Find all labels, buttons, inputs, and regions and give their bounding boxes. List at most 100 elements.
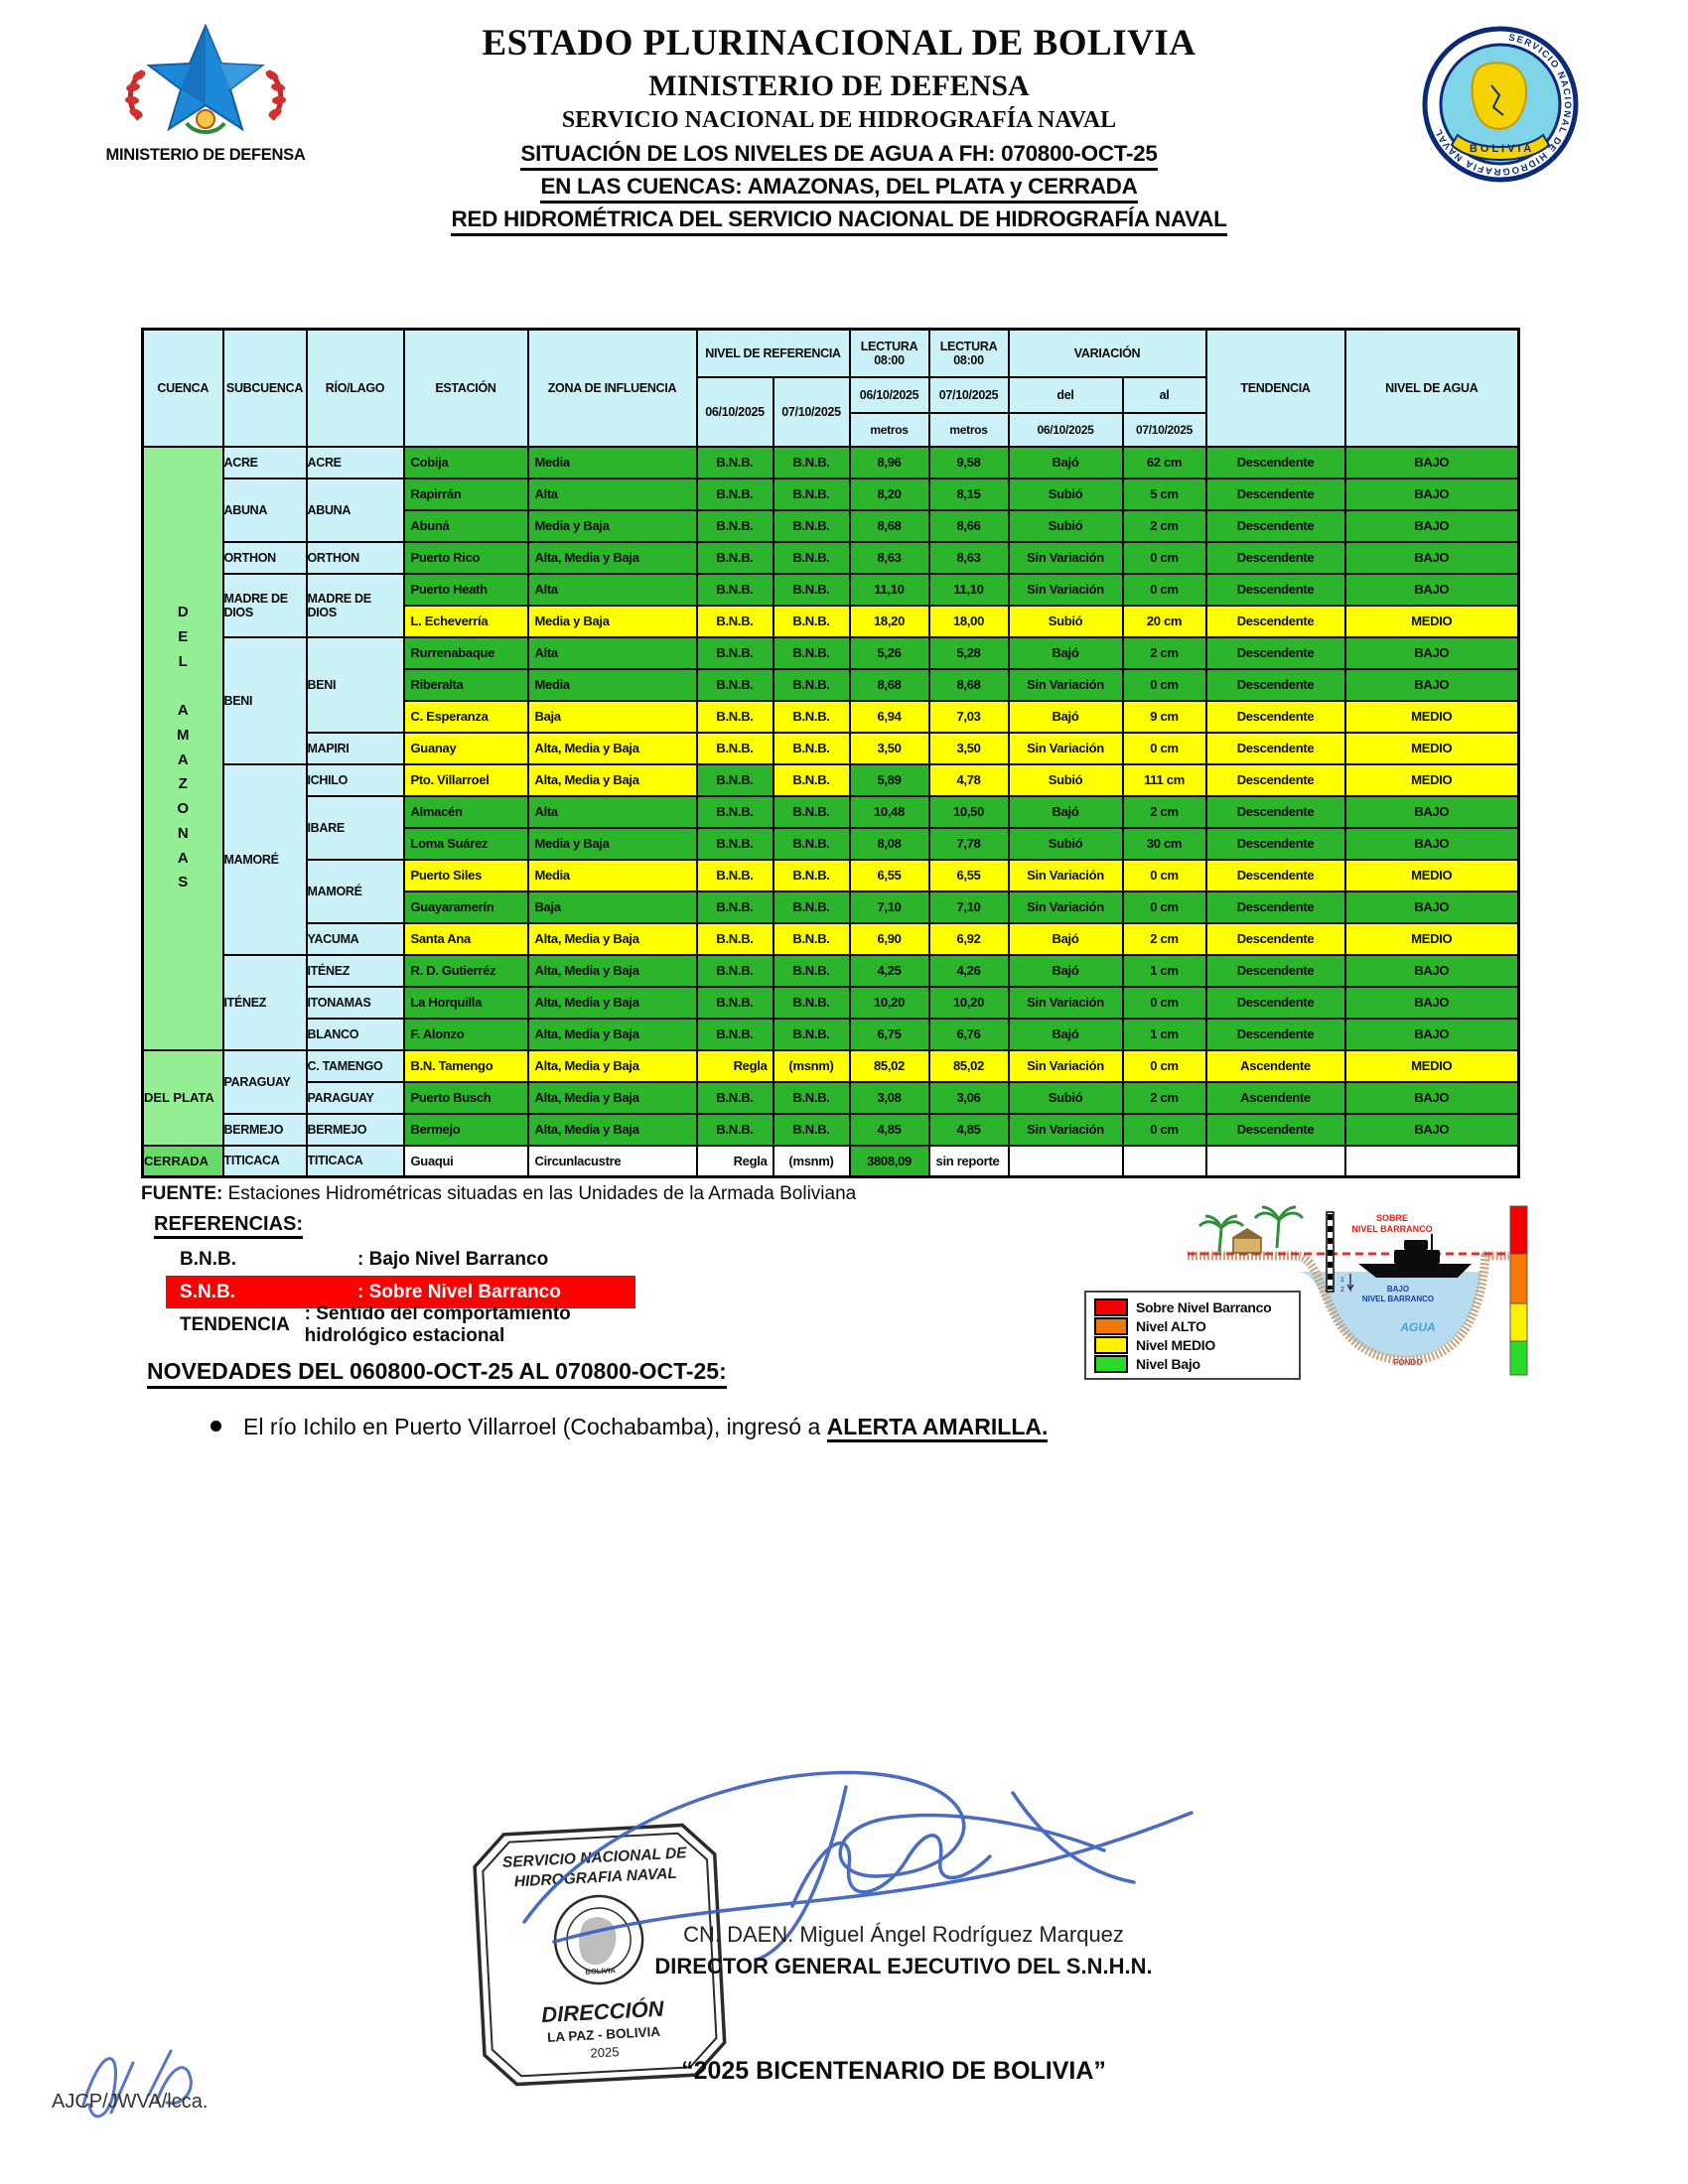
rio-cell: BERMEJO bbox=[305, 1112, 405, 1147]
table-cell: Regla bbox=[695, 1144, 774, 1178]
table-cell: 2 cm bbox=[1121, 1080, 1207, 1115]
table-cell: 6,55 bbox=[927, 858, 1010, 892]
table-cell: Alta bbox=[526, 635, 698, 670]
reference-term: B.N.B. bbox=[180, 1248, 236, 1270]
table-cell: B.N.B. bbox=[772, 1112, 851, 1147]
table-cell: Descendente bbox=[1204, 826, 1346, 861]
table-cell: B.N.B. bbox=[695, 921, 774, 956]
table-cell: Puerto Busch bbox=[402, 1080, 529, 1115]
fuente-label: FUENTE: bbox=[141, 1183, 223, 1204]
table-row: BLANCO F. Alonzo Alta, Media y Baja B.N.B. B… bbox=[143, 1017, 1520, 1051]
table-row: MAPIRI Guanay Alta, Media y Baja B.N.B. B.N.… bbox=[143, 731, 1520, 765]
table-cell: B.N. Tamengo bbox=[402, 1048, 529, 1083]
table-row: Riberalta Media B.N.B. B.N.B. 8,68 8,68 Sin Va… bbox=[143, 667, 1520, 702]
table-cell: Circunlacustre bbox=[526, 1144, 698, 1178]
table-cell: Descendente bbox=[1204, 508, 1346, 543]
table-cell: Sin Variación bbox=[1007, 540, 1124, 575]
col-header-nivel-agua: NIVEL DE AGUA bbox=[1343, 328, 1520, 448]
rio-cell: PARAGUAY bbox=[305, 1080, 405, 1115]
table-cell: Descendente bbox=[1204, 667, 1346, 702]
table-cell: B.N.B. bbox=[772, 826, 851, 861]
table-cell: 20 cm bbox=[1121, 604, 1207, 638]
reference-definition: : Sentido del comportamiento hidrológico… bbox=[304, 1302, 571, 1346]
table-cell: 6,92 bbox=[927, 921, 1010, 956]
table-cell: Alta bbox=[526, 572, 698, 607]
table-cell: Subió bbox=[1007, 604, 1124, 638]
table-cell: 3,08 bbox=[848, 1080, 930, 1115]
table-cell: 5,26 bbox=[848, 635, 930, 670]
table-row: ITÉNEZ ITÉNEZ R. D. Gutierréz Alta, Media y… bbox=[143, 953, 1520, 1051]
palm-tree-icon bbox=[1197, 1205, 1305, 1253]
riverbank-cross-section-icon: 1 2 SOBRE NIVEL BARRANCO BAJO NIVEL BARR… bbox=[1188, 1205, 1528, 1376]
table-cell: B.N.B. bbox=[772, 953, 851, 988]
table-head: CUENCA SUBCUENCA RÍO/LAGO ESTACIÓN ZONA … bbox=[141, 328, 1520, 448]
table-cell: 7,10 bbox=[927, 889, 1010, 924]
table-cell: 6,90 bbox=[848, 921, 930, 956]
table-cell: 3808,09 bbox=[848, 1144, 930, 1178]
table-cell: MEDIO bbox=[1343, 858, 1520, 892]
table-cell: Alta, Media y Baja bbox=[526, 985, 698, 1020]
table-cell: L. Echeverría bbox=[402, 604, 529, 638]
table-cell bbox=[1007, 1144, 1124, 1178]
stamp-year: 2025 bbox=[590, 2044, 620, 2060]
fuente-note: FUENTE: Estaciones Hidrométricas situada… bbox=[141, 1183, 856, 1205]
bullet-alert-text: ALERTA AMARILLA. bbox=[826, 1414, 1049, 1442]
table-cell: B.N.B. bbox=[695, 889, 774, 924]
table-row: DEL PLATA PARAGUAY C. TAMENGO B.N. Tamengo A… bbox=[141, 1048, 1520, 1147]
table-cell: MEDIO bbox=[1343, 699, 1520, 734]
table-cell: B.N.B. bbox=[695, 635, 774, 670]
table-cell: 2 cm bbox=[1121, 794, 1207, 829]
table-cell: Media y Baja bbox=[526, 604, 698, 638]
table-cell: Rapirrán bbox=[402, 477, 529, 511]
metros-label-2: metros bbox=[927, 411, 1010, 448]
col-header-estacion: ESTACIÓN bbox=[402, 328, 529, 448]
table-cell: Sin Variación bbox=[1007, 572, 1124, 607]
table-cell: Sin Variación bbox=[1007, 889, 1124, 924]
table-cell: B.N.B. bbox=[772, 667, 851, 702]
table-cell: Pto. Villarroel bbox=[402, 762, 529, 797]
table-cell: B.N.B. bbox=[695, 985, 774, 1020]
stamp-icon: SERVICIO NACIONAL DE HIDROGRAFIA NAVAL B… bbox=[473, 1823, 727, 2087]
variacion-date-2: 07/10/2025 bbox=[1121, 411, 1207, 448]
col-header-rio: RÍO/LAGO bbox=[305, 328, 405, 448]
table-cell: 1 cm bbox=[1121, 953, 1207, 988]
table-cell: 6,76 bbox=[927, 1017, 1010, 1051]
table-cell: B.N.B. bbox=[695, 604, 774, 638]
table-cell: Guaqui bbox=[402, 1144, 529, 1178]
table-row: MADRE DE DIOS MADRE DE DIOS Puerto Heath Al… bbox=[143, 572, 1520, 638]
sub-cell: ITÉNEZ bbox=[221, 953, 308, 1051]
metros-label-1: metros bbox=[848, 411, 930, 448]
table-cell: Descendente bbox=[1204, 699, 1346, 734]
sub-cell: BERMEJO bbox=[221, 1112, 308, 1147]
label-sobre-2: NIVEL BARRANCO bbox=[1351, 1224, 1432, 1234]
table-cell: 4,78 bbox=[927, 762, 1010, 797]
table-row: PARAGUAY Puerto Busch Alta, Media y Baja B.… bbox=[143, 1080, 1520, 1115]
ref-date-2: 07/10/2025 bbox=[772, 375, 851, 448]
table-cell: Puerto Heath bbox=[402, 572, 529, 607]
table-cell: 0 cm bbox=[1121, 667, 1207, 702]
legend-swatch-icon bbox=[1094, 1354, 1128, 1373]
ministry-of-defense-logo-icon bbox=[125, 23, 286, 134]
rio-cell: ITÉNEZ bbox=[305, 953, 405, 988]
col-header-lectura-2: LECTURA 08:00 bbox=[927, 328, 1010, 378]
table-cell: F. Alonzo bbox=[402, 1017, 529, 1051]
table-cell: B.N.B. bbox=[772, 1017, 851, 1051]
boat-icon bbox=[1358, 1234, 1472, 1278]
table-cell: 10,48 bbox=[848, 794, 930, 829]
reference-term: TENDENCIA bbox=[180, 1313, 290, 1335]
variacion-del: del bbox=[1007, 375, 1124, 414]
table-cell: Alta, Media y Baja bbox=[526, 1017, 698, 1051]
table-cell: Descendente bbox=[1204, 635, 1346, 670]
table-row: BERMEJO BERMEJO Bermejo Alta, Media y Baja B… bbox=[143, 1112, 1520, 1147]
table-cell: 3,06 bbox=[927, 1080, 1010, 1115]
title-estado: ESTADO PLURINACIONAL DE BOLIVIA bbox=[482, 23, 1196, 64]
legend-item: Nivel Bajo bbox=[1094, 1354, 1291, 1373]
cuenca-cell: DEL PLATA bbox=[141, 1048, 224, 1147]
sub-cell: PARAGUAY bbox=[221, 1048, 308, 1115]
table-cell: B.N.B. bbox=[695, 508, 774, 543]
table-cell: 6,75 bbox=[848, 1017, 930, 1051]
snhn-logo: SERVICIO NACIONAL DE HIDROGRAFIA NAVAL B… bbox=[1422, 26, 1579, 188]
sub-cell: MADRE DE DIOS bbox=[221, 572, 308, 638]
table-cell: 4,25 bbox=[848, 953, 930, 988]
riverbank-diagram: 1 2 SOBRE NIVEL BARRANCO BAJO NIVEL BARR… bbox=[1182, 1194, 1531, 1388]
